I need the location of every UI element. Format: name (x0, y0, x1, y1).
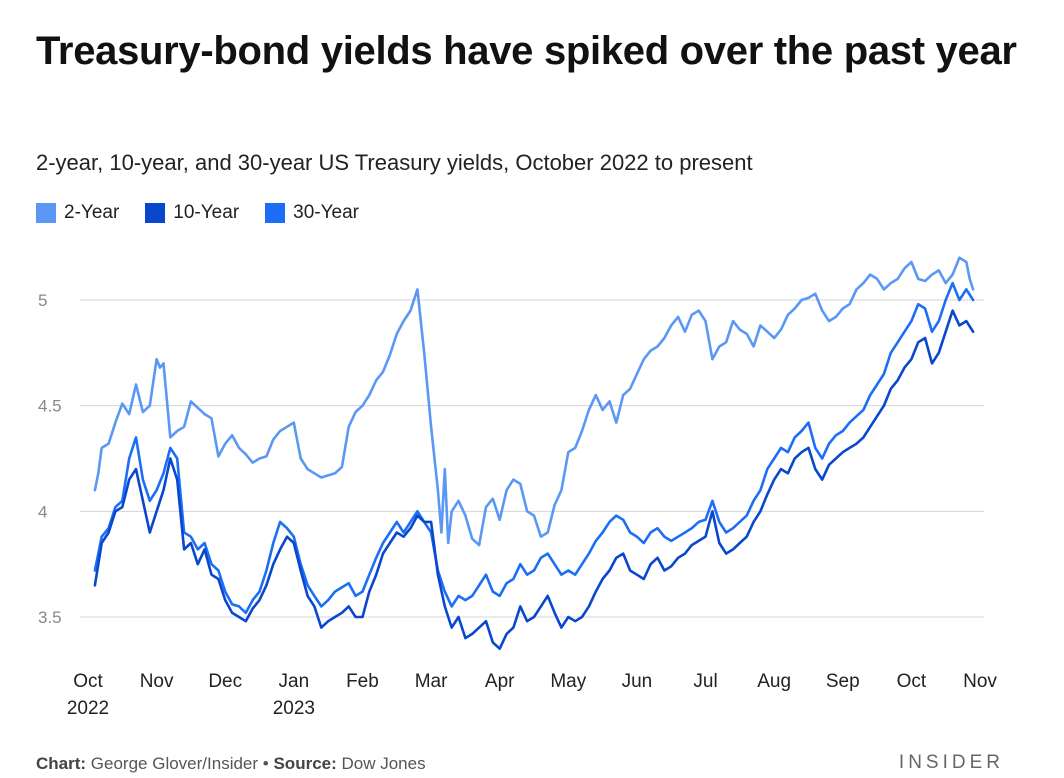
chart-title: Treasury-bond yields have spiked over th… (36, 29, 1017, 73)
x-tick-label: Jun (622, 671, 653, 692)
legend-swatch-10-year (145, 203, 166, 223)
x-tick-label: Dec (208, 671, 242, 692)
y-tick-label: 5 (38, 291, 47, 310)
series-line-2-year (93, 256, 975, 547)
legend-label-2-year: 2-Year (64, 202, 120, 223)
y-tick-label: 3.5 (38, 608, 62, 627)
x-tick-label: Mar (415, 671, 448, 692)
x-tick-label: Aug (757, 671, 791, 692)
x-tick-label: Nov (140, 671, 174, 692)
legend-item-2-year: 2-Year (36, 202, 119, 224)
line-chart: 3.5 4 4.5 5 Oct 2022 Nov Dec Jan 2023 Feb Mar Apr Ma… (38, 256, 998, 719)
x-axis-labels: Oct 2022 Nov Dec Jan 2023 Feb Mar Apr May Jun Jul Au… (67, 671, 998, 719)
x-tick-label: Apr (485, 671, 515, 692)
legend-swatch-2-year (36, 203, 56, 223)
legend-label-10-year: 10-Year (173, 202, 240, 223)
legend: 2-Year 10-Year 30-Year (36, 202, 359, 224)
credit-chart-label: Chart: (36, 754, 87, 773)
credit-source-label: Source: (273, 754, 337, 773)
insider-logo: INSIDER (898, 752, 1004, 773)
legend-label-30-year: 30-Year (293, 202, 360, 223)
legend-swatch-30-year (265, 203, 286, 223)
x-tick-label: Sep (826, 671, 860, 692)
y-tick-label: 4.5 (38, 397, 62, 416)
credit-source: Dow Jones (341, 754, 426, 773)
y-axis-labels: 3.5 4 4.5 5 (38, 291, 62, 627)
chart-subtitle: 2-year, 10-year, and 30-year US Treasury… (36, 150, 753, 175)
series-line-30-year (93, 281, 975, 615)
x-tick-label: Jul (693, 671, 717, 692)
series-lines (93, 256, 975, 651)
x-tick-label: Oct (897, 671, 927, 692)
credit-separator: • (262, 754, 269, 773)
legend-item-30-year: 30-Year (265, 202, 359, 224)
x-tick-year-label: 2022 (67, 698, 109, 719)
x-tick-label: Jan (279, 671, 310, 692)
credit-author: George Glover/Insider (90, 754, 259, 773)
x-tick-label: Nov (963, 671, 997, 692)
x-tick-label: Oct (73, 671, 103, 692)
x-tick-label: Feb (346, 671, 379, 692)
y-tick-label: 4 (38, 502, 47, 521)
legend-item-10-year: 10-Year (145, 202, 239, 224)
x-tick-year-label: 2023 (273, 698, 315, 719)
chart-credit: Chart: George Glover/Insider • Source: D… (36, 754, 426, 774)
series-line-10-year (93, 309, 975, 651)
x-tick-label: May (550, 671, 586, 692)
